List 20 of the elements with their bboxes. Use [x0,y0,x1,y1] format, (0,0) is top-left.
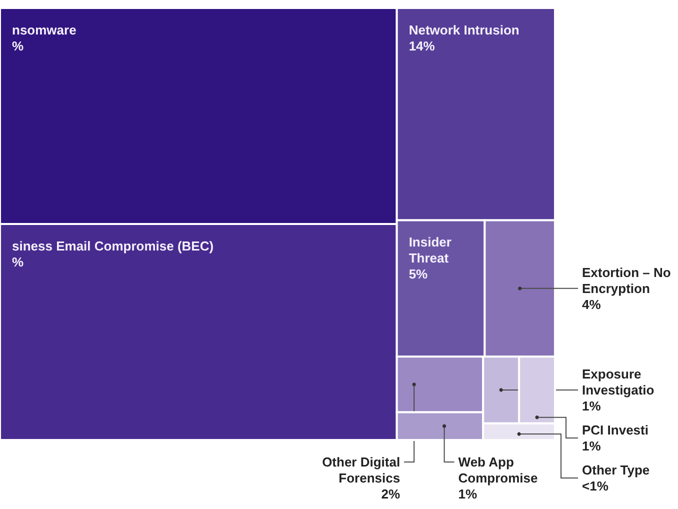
data-label: 4% [582,296,602,312]
data-label: <1% [582,478,609,494]
data-label: % [12,38,24,54]
data-label: 5% [408,266,428,282]
category-label: siness Email Compromise (BEC) [12,238,214,254]
data-label: % [12,254,24,270]
category-label: PCI Investi [582,422,648,438]
category-label: Exposure Investigatio [582,366,654,398]
category-label: Insider Threat [408,234,452,266]
data-label: 1% [582,438,602,454]
data-label: 1% [582,398,602,414]
data-label: 1% [458,486,478,502]
data-label: 14% [408,38,436,54]
data-label: 2% [381,486,401,502]
category-label: Other Digital Forensics [322,454,400,486]
category-label: nsomware [12,22,76,38]
category-label: Network Intrusion [408,22,520,38]
category-label: Other Type [582,462,650,478]
category-label: Web App Compromise [458,454,538,486]
category-label: Extortion – No Encryption [582,264,671,296]
